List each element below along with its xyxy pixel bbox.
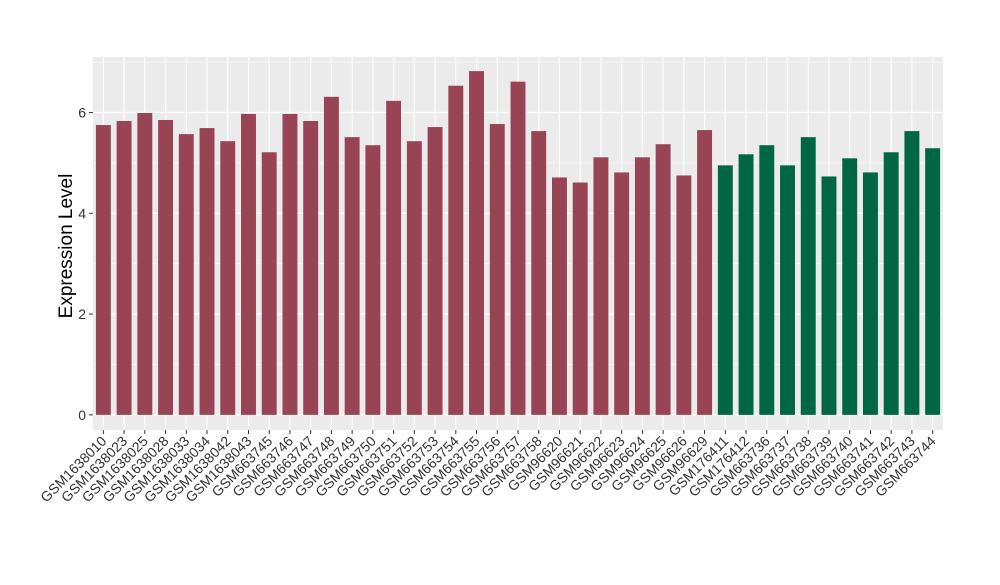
bar-GSM663743 <box>904 131 920 415</box>
bar-GSM663749 <box>344 137 360 415</box>
bar-GSM1638042 <box>220 141 236 415</box>
bar-GSM96624 <box>634 157 650 415</box>
bar-GSM663753 <box>427 127 443 415</box>
bar-GSM1638025 <box>137 112 153 415</box>
bar-GSM663738 <box>800 137 816 415</box>
bar-GSM663745 <box>261 152 277 415</box>
bar-GSM176412 <box>738 154 754 415</box>
bar-GSM663746 <box>282 113 298 415</box>
bar-GSM663754 <box>448 85 464 415</box>
y-axis: 0 2 4 6 <box>78 104 93 423</box>
bar-GSM663741 <box>862 172 878 415</box>
bar-GSM96621 <box>572 182 588 415</box>
bar-GSM1638023 <box>116 121 132 415</box>
y-tick-label: 6 <box>78 104 86 120</box>
y-tick-label: 0 <box>78 407 86 423</box>
bar-GSM663750 <box>365 145 381 415</box>
bars <box>95 71 941 415</box>
bar-GSM663748 <box>323 96 339 415</box>
bar-GSM96620 <box>552 177 567 415</box>
bar-GSM663751 <box>386 100 402 415</box>
bar-GSM1638043 <box>241 113 256 415</box>
y-tick-label: 2 <box>78 306 86 322</box>
bar-GSM663737 <box>780 165 795 415</box>
bar-GSM176411 <box>717 165 733 415</box>
bar-GSM1638033 <box>178 134 194 415</box>
x-axis: GSM1638010GSM1638023GSM1638025GSM1638028… <box>37 430 939 505</box>
bar-GSM663755 <box>469 71 484 415</box>
bar-GSM663744 <box>925 148 941 415</box>
y-tick-label: 4 <box>78 205 86 221</box>
y-axis-label: Expression Level <box>56 174 77 319</box>
bar-GSM1638028 <box>158 120 174 415</box>
bar-GSM663736 <box>759 145 775 415</box>
bar-GSM663758 <box>531 131 547 415</box>
bar-GSM1638010 <box>95 125 111 415</box>
bar-GSM96623 <box>614 172 630 415</box>
bar-GSM96622 <box>593 157 609 415</box>
bar-GSM663747 <box>303 121 319 415</box>
bar-GSM663757 <box>510 81 526 415</box>
bar-GSM663740 <box>842 158 858 415</box>
bar-GSM663742 <box>883 152 899 415</box>
bar-GSM96625 <box>655 144 671 415</box>
bar-GSM663756 <box>489 124 505 415</box>
bar-GSM96626 <box>676 175 692 415</box>
bar-GSM663739 <box>821 176 837 415</box>
bar-GSM96629 <box>697 130 713 415</box>
bar-GSM1638034 <box>199 128 215 415</box>
bar-GSM663752 <box>406 141 422 415</box>
